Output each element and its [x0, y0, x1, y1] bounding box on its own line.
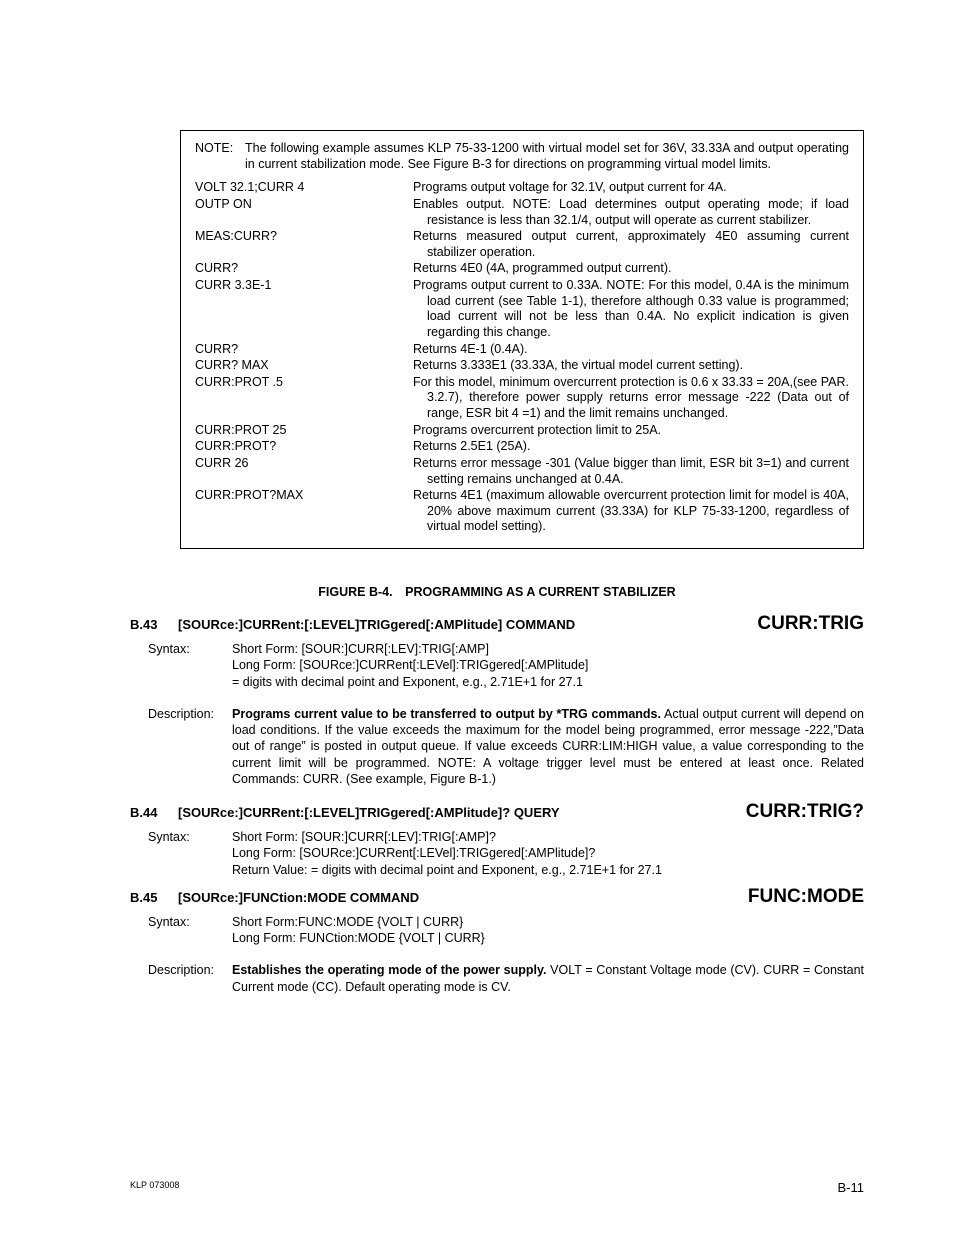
cmd-desc: Returns 2.5E1 (25A).	[413, 439, 849, 455]
description-body: Programs current value to be transferred…	[232, 706, 864, 787]
syntax-label: Syntax:	[130, 829, 232, 878]
syntax-block: Syntax:Short Form: [SOUR:]CURR[:LEV]:TRI…	[130, 829, 864, 878]
description-body: Establishes the operating mode of the po…	[232, 962, 864, 995]
cmd-text: VOLT 32.1;CURR 4	[195, 180, 413, 196]
section-title: [SOURce:]CURRent:[:LEVEL]TRIGgered[:AMPl…	[178, 805, 560, 820]
cmd-row: OUTP ONEnables output. NOTE: Load determ…	[195, 197, 849, 228]
syntax-body: Short Form: [SOUR:]CURR[:LEV]:TRIG[:AMP]…	[232, 829, 864, 878]
cmd-text: CURR:PROT 25	[195, 423, 413, 439]
cmd-row: VOLT 32.1;CURR 4Programs output voltage …	[195, 180, 849, 196]
note-text: The following example assumes KLP 75-33-…	[245, 141, 849, 172]
cmd-row: CURR 3.3E-1Programs output current to 0.…	[195, 278, 849, 341]
syntax-label: Syntax:	[130, 914, 232, 947]
page: NOTE: The following example assumes KLP …	[0, 0, 954, 1235]
cmd-text: CURR:PROT?	[195, 439, 413, 455]
cmd-text: MEAS:CURR?	[195, 229, 413, 260]
section-num: B.43	[130, 617, 178, 632]
note-label: NOTE:	[195, 141, 245, 172]
cmd-text: CURR?	[195, 342, 413, 358]
cmd-row: CURR:PROT?Returns 2.5E1 (25A).	[195, 439, 849, 455]
cmd-desc: Returns 4E-1 (0.4A).	[413, 342, 849, 358]
cmd-text: CURR?	[195, 261, 413, 277]
cmd-row: CURR?Returns 4E-1 (0.4A).	[195, 342, 849, 358]
section-title: [SOURce:]CURRent:[:LEVEL]TRIGgered[:AMPl…	[178, 617, 575, 632]
cmd-desc: Returns 4E0 (4A, programmed output curre…	[413, 261, 849, 277]
cmd-row: CURR:PROT .5For this model, minimum over…	[195, 375, 849, 422]
cmd-row: CURR:PROT?MAXReturns 4E1 (maximum allowa…	[195, 488, 849, 535]
cmd-desc: Returns 3.333E1 (33.33A, the virtual mod…	[413, 358, 849, 374]
syntax-body: Short Form:FUNC:MODE {VOLT | CURR} Long …	[232, 914, 864, 947]
cmd-row: CURR:PROT 25Programs overcurrent protect…	[195, 423, 849, 439]
cmd-desc: Returns measured output current, approxi…	[413, 229, 849, 260]
cmd-desc: Returns error message -301 (Value bigger…	[413, 456, 849, 487]
section-cmd: CURR:TRIG	[757, 613, 864, 635]
note-row: NOTE: The following example assumes KLP …	[195, 141, 849, 172]
section-cmd: CURR:TRIG?	[746, 801, 864, 823]
cmd-desc: Programs output voltage for 32.1V, outpu…	[413, 180, 849, 196]
section-num: B.45	[130, 890, 178, 905]
cmd-desc: Programs output current to 0.33A. NOTE: …	[413, 278, 849, 341]
cmd-desc: Enables output. NOTE: Load determines ou…	[413, 197, 849, 228]
section-title: [SOURce:]FUNCtion:MODE COMMAND	[178, 890, 419, 905]
figure-box: NOTE: The following example assumes KLP …	[180, 130, 864, 549]
syntax-block: Syntax:Short Form:FUNC:MODE {VOLT | CURR…	[130, 914, 864, 947]
syntax-label: Syntax:	[130, 641, 232, 690]
footer-left: KLP 073008	[130, 1180, 179, 1195]
description-lead: Establishes the operating mode of the po…	[232, 963, 546, 977]
description-label: Description:	[130, 706, 232, 787]
cmd-desc: Programs overcurrent protection limit to…	[413, 423, 849, 439]
cmd-row: CURR? MAXReturns 3.333E1 (33.33A, the vi…	[195, 358, 849, 374]
cmd-row: MEAS:CURR?Returns measured output curren…	[195, 229, 849, 260]
cmd-text: CURR 26	[195, 456, 413, 487]
cmd-text: CURR? MAX	[195, 358, 413, 374]
cmd-row: CURR?Returns 4E0 (4A, programmed output …	[195, 261, 849, 277]
cmd-desc: For this model, minimum overcurrent prot…	[413, 375, 849, 422]
cmd-text: OUTP ON	[195, 197, 413, 228]
footer-right: B-11	[838, 1180, 865, 1195]
figure-caption: FIGURE B-4. PROGRAMMING AS A CURRENT STA…	[130, 585, 864, 599]
description-block: Description:Programs current value to be…	[130, 706, 864, 787]
cmd-text: CURR:PROT .5	[195, 375, 413, 422]
section-header: B.43[SOURce:]CURRent:[:LEVEL]TRIGgered[:…	[130, 613, 864, 635]
cmd-desc: Returns 4E1 (maximum allowable overcurre…	[413, 488, 849, 535]
section-header: B.44[SOURce:]CURRent:[:LEVEL]TRIGgered[:…	[130, 801, 864, 823]
cmd-text: CURR:PROT?MAX	[195, 488, 413, 535]
page-footer: KLP 073008 B-11	[130, 1180, 864, 1195]
syntax-body: Short Form: [SOUR:]CURR[:LEV]:TRIG[:AMP]…	[232, 641, 864, 690]
section-cmd: FUNC:MODE	[748, 886, 864, 908]
description-label: Description:	[130, 962, 232, 995]
description-block: Description:Establishes the operating mo…	[130, 962, 864, 995]
syntax-block: Syntax:Short Form: [SOUR:]CURR[:LEV]:TRI…	[130, 641, 864, 690]
cmd-text: CURR 3.3E-1	[195, 278, 413, 341]
section-num: B.44	[130, 805, 178, 820]
cmd-row: CURR 26Returns error message -301 (Value…	[195, 456, 849, 487]
section-header: B.45[SOURce:]FUNCtion:MODE COMMAND FUNC:M…	[130, 886, 864, 908]
description-lead: Programs current value to be transferred…	[232, 707, 661, 721]
